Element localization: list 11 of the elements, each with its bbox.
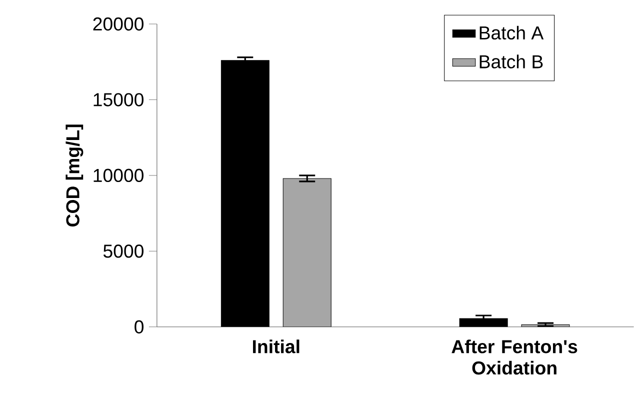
bar (282, 178, 332, 327)
y-tick-label: 10000 (94, 168, 144, 182)
y-axis-title: COD [mg/L] (66, 124, 84, 227)
y-tick-label: 20000 (93, 17, 144, 31)
x-tick-label: After Fenton's Oxidation (452, 340, 578, 375)
y-tick-label: 15000 (94, 93, 144, 106)
x-tick-label: Initial (253, 340, 300, 354)
legend-label: Batch A (480, 26, 544, 40)
legend-label: Batch B (480, 54, 543, 68)
y-tick-label: 5000 (103, 244, 144, 258)
y-tick-label: 0 (134, 320, 144, 334)
